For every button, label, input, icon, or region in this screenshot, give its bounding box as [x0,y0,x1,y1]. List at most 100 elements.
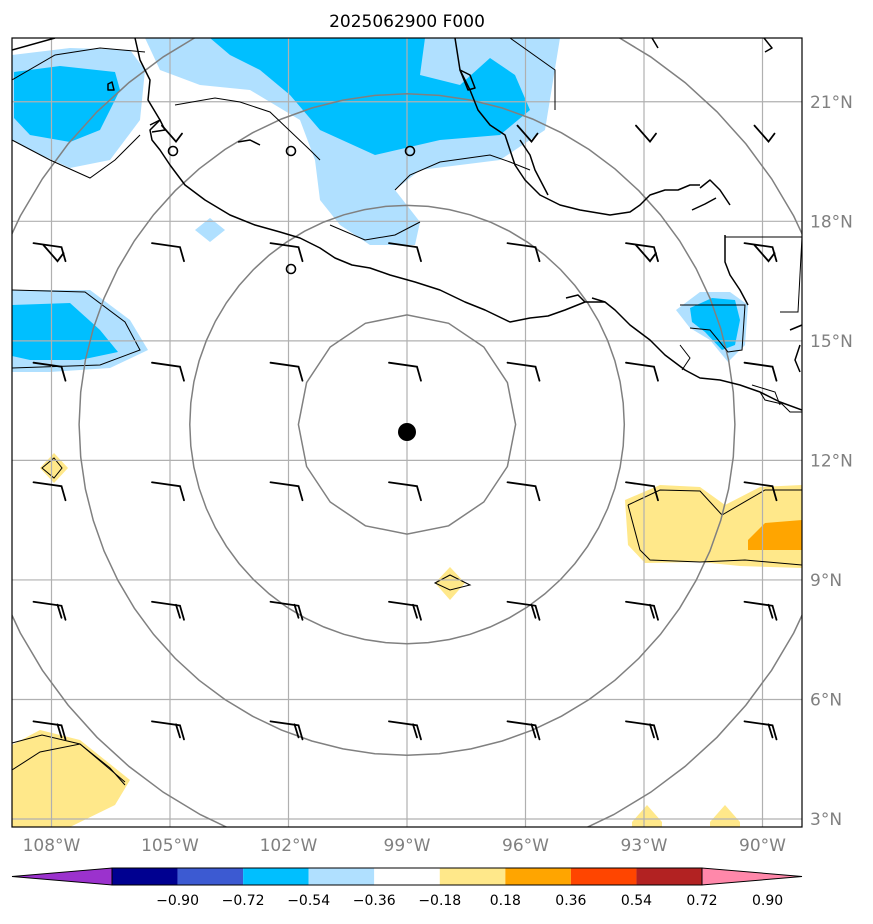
coastlines [12,38,802,411]
calm-marker [285,263,297,275]
negative-region [690,298,740,350]
positive-region [435,567,465,600]
range-ring [78,93,736,757]
wind-barb [151,361,185,382]
wind-barb [753,124,776,144]
range-ring [12,38,802,827]
wind-barb [269,600,304,621]
colorbar [11,867,803,886]
range-ring [297,314,517,535]
latitude-tick-labels: 21°N 18°N 15°N 12°N 9°N 6°N 3°N [810,93,853,830]
longitude-label: 93°W [621,836,668,856]
map-title: 2025062900 F000 [329,12,485,32]
longitude-label: 105°W [141,836,199,856]
contour-line [41,457,63,479]
wind-barb [388,600,422,621]
calm-marker [404,145,416,157]
wind-barb [635,244,657,263]
colorbar-outline [111,867,703,886]
wind-barb [743,361,778,382]
colorbar-bin [243,868,309,885]
calm-marker [285,145,297,157]
colorbar-level-label: −0.36 [353,893,396,909]
wind-barb [32,361,67,382]
latitude-label: 9°N [810,571,842,591]
longitude-label: 99°W [384,836,431,856]
wind-barb [625,720,659,741]
range-ring [189,204,626,645]
negative-region [12,303,118,360]
wind-barb [516,124,539,144]
longitude-label: 108°W [23,836,81,856]
positive-region [12,730,130,827]
wind-barb [635,124,657,144]
wind-barb [42,244,65,263]
colorbar-bin [636,868,702,885]
wind-barb [743,481,778,502]
colorbar-bin [505,868,571,885]
longitude-label: 96°W [502,836,549,856]
wind-barb [269,361,304,382]
wind-barb [269,242,304,263]
colorbar-level-label: 0.90 [752,893,783,909]
wind-barb [506,242,541,263]
map-frame [11,37,803,828]
colorbar-bin [177,868,244,885]
wind-barb [743,242,778,263]
longitude-label: 102°W [260,836,318,856]
wind-barb [388,361,422,382]
wind-barb [151,242,185,263]
wind-barb [388,481,422,502]
wind-barb [388,242,422,263]
colorbar-extend-high [701,867,803,886]
wind-barb [269,720,304,741]
colorbar-level-label: 0.18 [490,893,521,909]
colorbar-bin [308,868,375,885]
latitude-label: 12°N [810,451,853,471]
wind-barb [625,361,659,382]
wind-barb [506,720,541,741]
wind-barb [32,720,67,741]
colorbar-bin [112,868,178,885]
wind-barb [743,720,778,741]
latitude-label: 3°N [810,810,842,830]
positive-region [710,805,740,827]
colorbar-labels: −0.90 −0.72 −0.54 −0.36 −0.18 0.18 0.36 0.54 0.7… [156,893,783,909]
colorbar-bin [374,868,440,885]
wind-barb [625,600,659,621]
latitude-label: 18°N [810,212,853,232]
wind-barb [506,600,541,621]
wind-barb [625,242,659,263]
wind-barb [743,600,778,621]
contour-line [433,574,472,591]
range-rings [12,38,802,827]
negative-region [195,218,225,242]
borders [12,38,802,786]
wind-barb [161,124,183,144]
latitude-label: 21°N [810,93,853,113]
wind-barb [32,242,67,263]
calm-station-markers [167,145,416,275]
wind-barb [32,600,67,621]
calm-marker [167,145,179,157]
contour-line [627,489,802,516]
wind-barb [506,361,541,382]
colorbar-level-label: −0.18 [418,893,461,909]
longitude-label: 90°W [739,836,786,856]
wind-barb [32,481,67,502]
wind-barb [506,481,541,502]
colorbar-bin [570,868,637,885]
wind-barb [151,600,185,621]
contour-line [12,734,126,783]
colorbar-level-label: −0.72 [222,893,265,909]
colorbar-level-label: 0.54 [621,893,652,909]
wind-barb [753,244,776,263]
wind-barb [151,481,185,502]
colorbar-level-label: −0.54 [287,893,330,909]
longitude-tick-labels: 108°W 105°W 102°W 99°W 96°W 93°W 90°W [23,836,787,856]
wind-barbs [32,124,778,741]
wind-barb [269,481,304,502]
colorbar-level-label: 0.72 [686,893,717,909]
latitude-label: 6°N [810,690,842,710]
wind-barb [151,720,185,741]
